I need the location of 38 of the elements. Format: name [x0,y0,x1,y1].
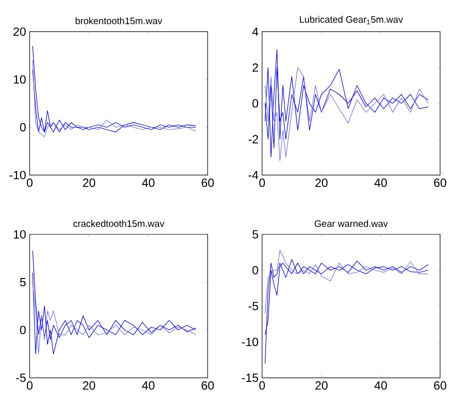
y-tick-label: 0 [20,123,26,132]
y-tick-label: -10 [242,338,258,346]
x-tick-label: 0 [259,382,265,390]
y-tick-label: -15 [242,374,258,382]
y-tick-label: 2 [252,64,258,72]
x-tick-label: 20 [83,382,96,390]
x-tick-label: 20 [315,178,328,188]
x-tick-label: 60 [202,178,214,188]
chart-title: crackedtooth15m.wav [73,220,164,228]
y-tick-label: 0 [252,99,258,108]
y-tick-label: 0 [20,326,26,334]
x-tick-label: 40 [374,382,387,390]
chart-title: Gear warned.wav [314,220,388,228]
y-tick-label: 5 [20,278,26,287]
y-tick-label: 10 [14,230,26,239]
y-tick-label: 5 [252,230,258,239]
y-tick-label: -4 [248,171,258,180]
x-tick-label: 0 [26,382,33,390]
x-tick-label: 20 [83,178,96,188]
x-tick-label: 20 [315,382,328,390]
x-tick-label: 0 [259,178,265,188]
x-tick-label: 0 [26,178,33,188]
chart-title: brokentooth15m.wav [76,18,162,24]
x-tick-label: 40 [142,382,154,390]
x-tick-label: 40 [142,178,154,188]
y-tick-label: 0 [252,266,258,275]
y-tick-label: 4 [252,28,258,36]
y-tick-label: -10 [10,171,26,180]
y-tick-label: -2 [248,135,258,144]
y-tick-label: -5 [16,374,26,382]
x-tick-label: 60 [434,178,446,188]
y-tick-label: 20 [14,28,26,36]
y-tick-label: 10 [14,75,26,84]
y-tick-label: -5 [248,302,258,310]
x-tick-label: 60 [202,382,214,390]
x-tick-label: 40 [374,178,387,188]
chart-title: Lubricated Gear$_{1}$5m.wav [300,16,404,24]
x-tick-label: 60 [434,382,446,390]
